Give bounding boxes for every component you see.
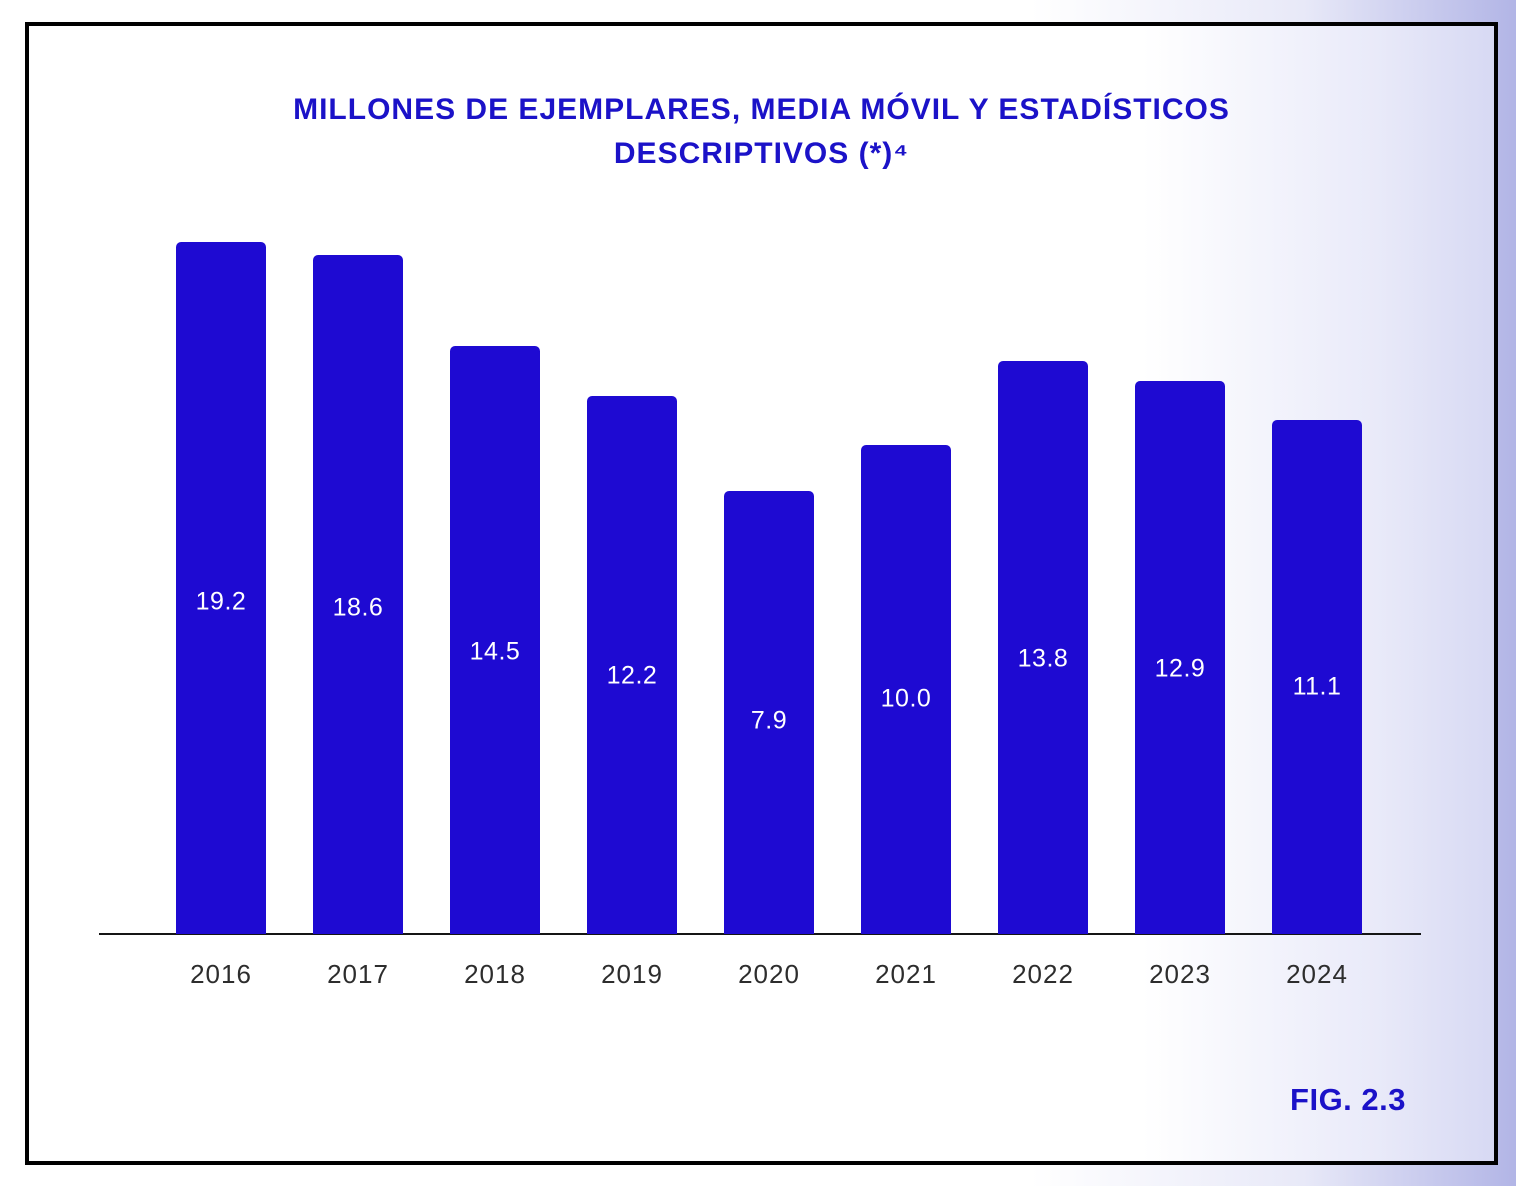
bar: 19.2: [176, 242, 266, 934]
bar: 14.5: [450, 346, 540, 934]
x-axis-line: [99, 933, 1421, 935]
x-tick-label: 2020: [738, 959, 800, 989]
bar-value-label: 14.5: [469, 637, 521, 666]
bar: 12.2: [587, 396, 677, 934]
bar-value-label: 12.2: [606, 661, 658, 690]
bar-value-label: 10.0: [880, 684, 932, 713]
bar: 18.6: [313, 255, 403, 934]
figure-number: FIG. 2.3: [1290, 1082, 1406, 1117]
bar: 11.1: [1272, 420, 1362, 934]
bar-value-label: 13.8: [1017, 644, 1069, 673]
x-tick-label: 2018: [464, 959, 526, 989]
x-tick-label: 2019: [601, 959, 663, 989]
x-tick-label: 2024: [1286, 959, 1348, 989]
x-tick-label: 2023: [1149, 959, 1211, 989]
chart-card: MILLONES DE EJEMPLARES, MEDIA MÓVIL Y ES…: [25, 22, 1498, 1165]
x-tick-label: 2017: [327, 959, 389, 989]
bar: 13.8: [998, 361, 1088, 934]
chart-title-line-2: DESCRIPTIVOS (*)⁴: [613, 137, 910, 170]
bar-value-label: 19.2: [195, 587, 247, 616]
bar: 12.9: [1135, 381, 1225, 934]
chart-title: MILLONES DE EJEMPLARES, MEDIA MÓVIL Y ES…: [29, 88, 1494, 176]
chart-title-line-1: MILLONES DE EJEMPLARES, MEDIA MÓVIL Y ES…: [293, 93, 1230, 126]
bar-value-label: 11.1: [1292, 672, 1342, 701]
bar: 10.0: [861, 445, 951, 934]
x-tick-label: 2021: [875, 959, 937, 989]
bar-chart: 19.2 2016 18.6 2017 14.5 2018 12.2 2019 7.9 2020 1…: [29, 26, 1494, 1161]
x-tick-label: 2016: [190, 959, 252, 989]
bar-value-label: 18.6: [332, 593, 384, 622]
bar-value-label: 12.9: [1154, 654, 1206, 683]
x-tick-label: 2022: [1012, 959, 1074, 989]
bar-value-label: 7.9: [750, 706, 788, 735]
bar: 7.9: [724, 491, 814, 934]
